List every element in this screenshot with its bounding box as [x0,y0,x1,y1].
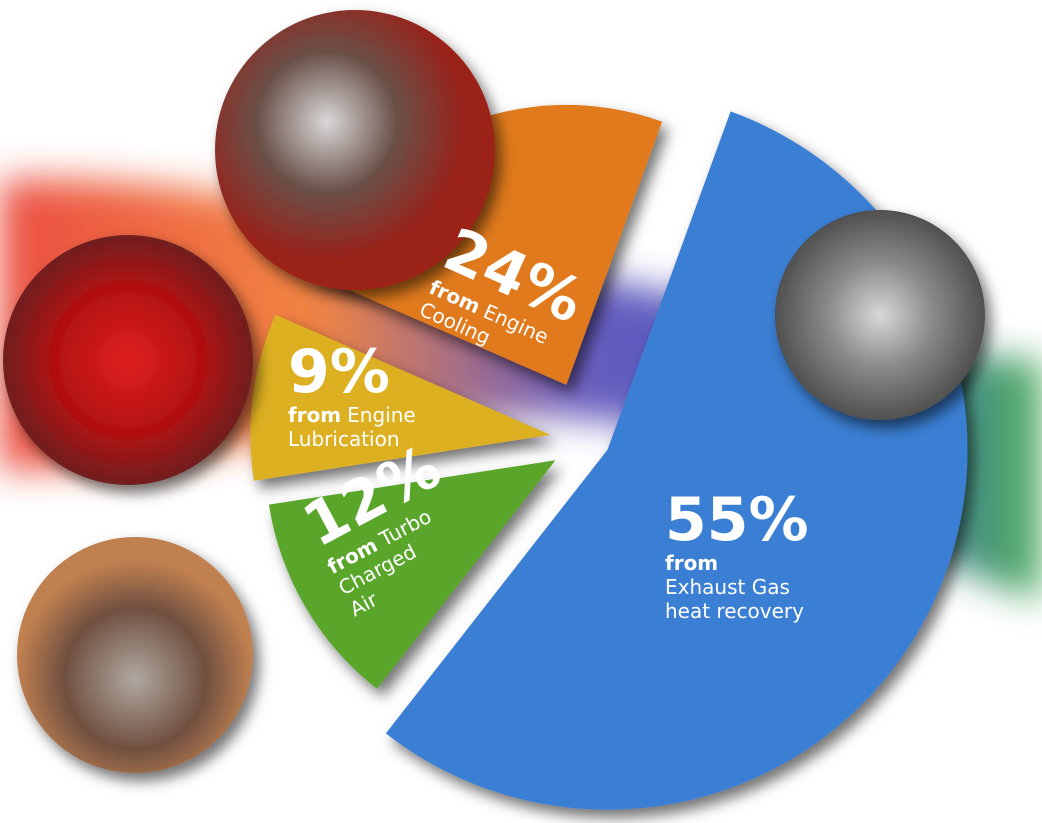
category-label: Lubrication [288,427,400,451]
category-label: Exhaust Gas [665,575,790,599]
photos [3,10,985,773]
photo-engine [215,10,495,290]
label-prefix: from [665,551,718,575]
photo-pump [3,235,253,485]
photo-exchanger [775,210,985,420]
label-prefix: from [288,403,341,427]
background-swoosh [0,179,1042,600]
percent-label: 55% [665,485,809,555]
category-label: Engine [347,403,416,427]
photo-pipes [17,537,253,773]
pie-slice [268,460,556,689]
percent-label: 9% [288,337,390,407]
pie-slice [250,314,551,481]
category-label: heat recovery [665,599,804,623]
